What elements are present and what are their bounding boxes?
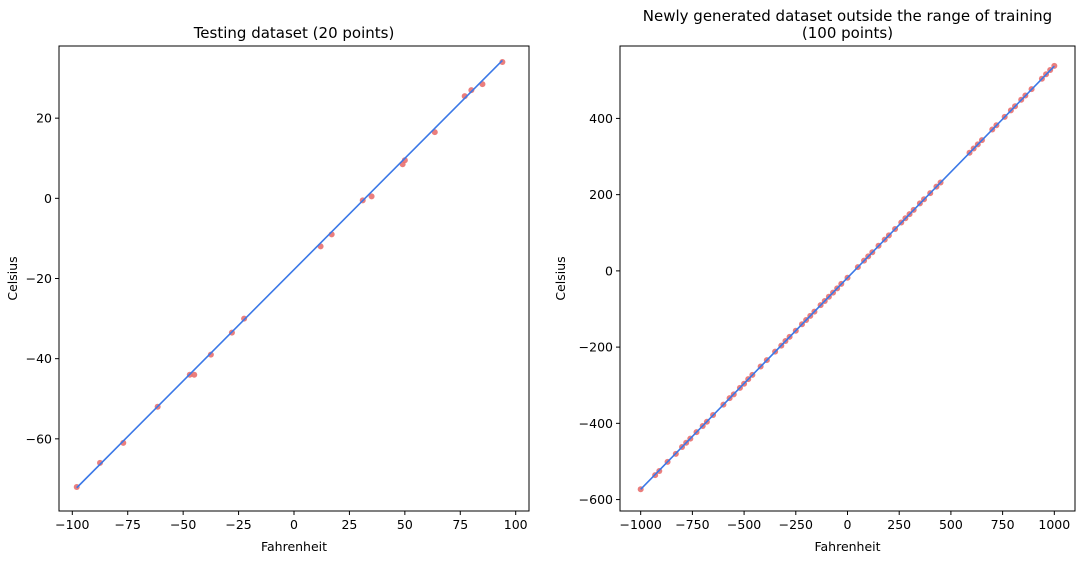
x-tick-label: −100 [55,517,89,532]
data-point [499,59,506,66]
y-tick-label: 20 [36,111,52,126]
x-tick-label: 75 [452,517,468,532]
x-axis-label: Fahrenheit [261,539,327,554]
data-point [468,87,475,94]
y-tick-label: 0 [605,263,613,278]
x-axis-label: Fahrenheit [814,539,880,554]
chart-2: Newly generated dataset outside the rang… [553,7,1076,554]
plot-frame [58,45,530,512]
chart-title: Testing dataset (20 points) [193,24,395,42]
y-tick-label: 400 [589,111,613,126]
x-tick-label: 100 [504,517,528,532]
chart-1: Testing dataset (20 points) −100 −75 −50 −25… [5,24,530,554]
x-tick-label: −25 [225,517,251,532]
data-point [207,351,214,358]
x-tick-label: 250 [887,517,911,532]
data-point [368,193,375,200]
y-tick-label: 0 [44,191,52,206]
y-tick-label: 200 [589,187,613,202]
fit-line [76,59,503,489]
x-tick-label: 500 [939,517,963,532]
y-tick-label: −20 [26,271,52,286]
chart-title: Newly generated dataset outside the rang… [643,7,1052,25]
x-tick-label: −250 [779,517,813,532]
y-axis-label: Celsius [5,256,20,300]
x-tick-label: 750 [991,517,1015,532]
y-tick-label: −600 [579,492,613,507]
y-tick-label: −60 [26,431,52,446]
x-tick-label: −1000 [620,517,662,532]
data-point [191,371,198,378]
x-tick-label: 0 [844,517,852,532]
data-point [120,439,127,446]
data-point [97,459,104,466]
x-tick-label: 0 [290,517,298,532]
x-tick-label: −50 [170,517,196,532]
x-tick-label: 50 [397,517,413,532]
chart-title: (100 points) [802,24,893,42]
x-tick-label: −500 [727,517,761,532]
y-tick-label: −400 [579,416,613,431]
x-tick-label: −75 [115,517,141,532]
y-tick-label: −40 [26,351,52,366]
fit-line [640,65,1055,490]
y-tick-label: −200 [579,340,613,355]
y-axis-label: Celsius [553,256,568,300]
x-tick-label: 1000 [1038,517,1070,532]
x-tick-label: −750 [675,517,709,532]
x-tick-label: 25 [341,517,357,532]
